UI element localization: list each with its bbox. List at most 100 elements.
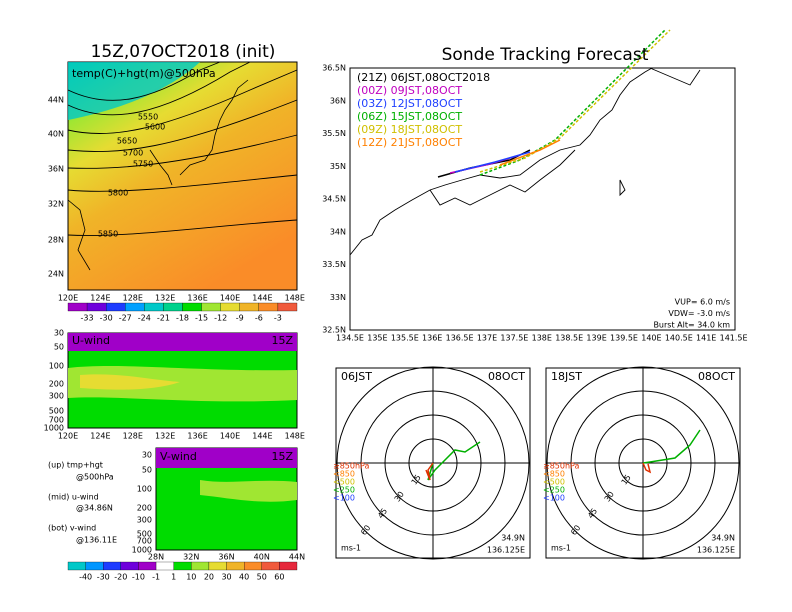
panel-title: 15Z,07OCT2018 (init) [91, 42, 276, 62]
colorbar-label: 30 [221, 573, 231, 582]
hodo-lon: 136.125E [697, 546, 735, 555]
lat-label: 34.5N [322, 195, 346, 204]
level-label: 50 [142, 466, 152, 475]
lon-label: 136.5E [446, 334, 474, 343]
colorbar-cell [244, 561, 262, 571]
note: (up) tmp+hgt [48, 461, 103, 470]
contours [67, 61, 298, 236]
run-label: (12Z) 21JST,08OCT [357, 136, 462, 149]
contour-label: 5750 [133, 160, 153, 169]
lat-label: 36N [218, 553, 234, 562]
colorbar-label: 1 [171, 573, 176, 582]
colorbar-cell [86, 302, 107, 312]
lon-label: 134.5E [336, 334, 364, 343]
level-label: 300 [137, 516, 152, 525]
hodograph [335, 366, 531, 560]
u-wind-band [68, 333, 297, 351]
lon-label: 139.5E [610, 334, 638, 343]
lat-label: 24N [48, 270, 64, 279]
lon-label: 120E [58, 432, 78, 441]
map-label: temp(C)+hgt(m)@500hPa [72, 67, 216, 80]
param: VUP= 6.0 m/s [675, 298, 730, 307]
colorbar-cell [155, 561, 174, 571]
level-label: 700 [49, 416, 64, 425]
hodo-lat: 34.9N [711, 534, 735, 543]
level-label: 30 [142, 451, 152, 460]
colorbar-cell [239, 302, 259, 312]
colorbar-cell [106, 302, 126, 312]
colorbar-cell [277, 302, 298, 312]
level-label: 50 [54, 343, 64, 352]
run-label: (03Z) 12JST,08OCT [357, 97, 462, 110]
lon-label: 136E [422, 334, 442, 343]
lon-label: 124E [90, 432, 110, 441]
colorbar-label: -20 [114, 573, 127, 582]
lon-label: 132E [155, 294, 175, 303]
lon-label: 135E [367, 334, 387, 343]
colorbar-cell [258, 302, 279, 312]
coastline [67, 79, 249, 271]
lat-label: 28N [48, 236, 64, 245]
lon-label: 141E [696, 334, 716, 343]
colorbar-cell [279, 561, 298, 571]
lon-label: 139E [586, 334, 606, 343]
lon-label: 128E [123, 294, 143, 303]
hodo-legend: ≥850hPa [333, 462, 370, 471]
panel-time: 15Z [271, 334, 293, 347]
colorbar-cell [191, 561, 210, 571]
level-label: 500 [49, 407, 64, 416]
lat-label: 40N [48, 130, 64, 139]
contour-label: 5800 [108, 189, 128, 198]
lat-label: 44N [48, 96, 64, 105]
panel-label: U-wind [72, 334, 110, 347]
level-label: 100 [49, 362, 64, 371]
lon-label: 148E [285, 432, 305, 441]
hodo-legend: <250 [543, 486, 565, 495]
colorbar-cell [125, 302, 145, 312]
colorbar-cell [201, 302, 221, 312]
lon-label: 144E [252, 294, 272, 303]
level-label: 500 [137, 530, 152, 539]
lon-label: 135.5E [391, 334, 419, 343]
level-label: 1000 [132, 546, 152, 555]
contour-label: 5650 [117, 137, 137, 146]
lon-label: 136E [187, 432, 207, 441]
colorbar-cell [138, 561, 157, 571]
lat-label: 36N [330, 96, 346, 105]
lon-label: 144E [252, 432, 272, 441]
hodo-date: 08OCT [488, 370, 525, 383]
colorbar-label: -10 [132, 573, 145, 582]
level-label: 300 [49, 392, 64, 401]
hodo-legend: <850 [543, 470, 565, 479]
hodo-legend: <500 [543, 478, 565, 487]
colorbar-cell [144, 302, 164, 312]
lon-label: 137E [477, 334, 497, 343]
colorbar-label: -3 [274, 314, 282, 323]
colorbar-label: -24 [138, 314, 151, 323]
colorbar-label: 40 [239, 573, 249, 582]
tracking-title: Sonde Tracking Forecast [442, 45, 649, 65]
colorbar-label: -6 [255, 314, 263, 323]
run-label: (06Z) 15JST,08OCT [357, 110, 462, 123]
lat-label: 44N [289, 553, 305, 562]
colorbar-cell [120, 561, 139, 571]
lat-label: 40N [254, 553, 270, 562]
colorbar-cell [173, 561, 192, 571]
hodo-legend: <250 [333, 486, 355, 495]
lat-label: 33.5N [322, 260, 346, 269]
hodo-time: 06JST [341, 370, 372, 383]
hodo-legend: <500 [333, 478, 355, 487]
coastline [349, 67, 701, 256]
v-wind-band [200, 480, 297, 502]
run-label: (09Z) 18JST,08OCT [357, 123, 462, 136]
lat-label: 32N [183, 553, 199, 562]
colorbar-cell [220, 302, 240, 312]
param: VDW= -3.0 m/s [668, 309, 730, 318]
contour-label: 5700 [123, 149, 143, 158]
colorbar-label: -33 [81, 314, 94, 323]
lon-label: 140.5E [665, 334, 693, 343]
panel-time: 15Z [271, 450, 293, 463]
colorbar-label: 50 [257, 573, 267, 582]
colorbar-label: -30 [97, 573, 110, 582]
panel-label: V-wind [160, 450, 197, 463]
